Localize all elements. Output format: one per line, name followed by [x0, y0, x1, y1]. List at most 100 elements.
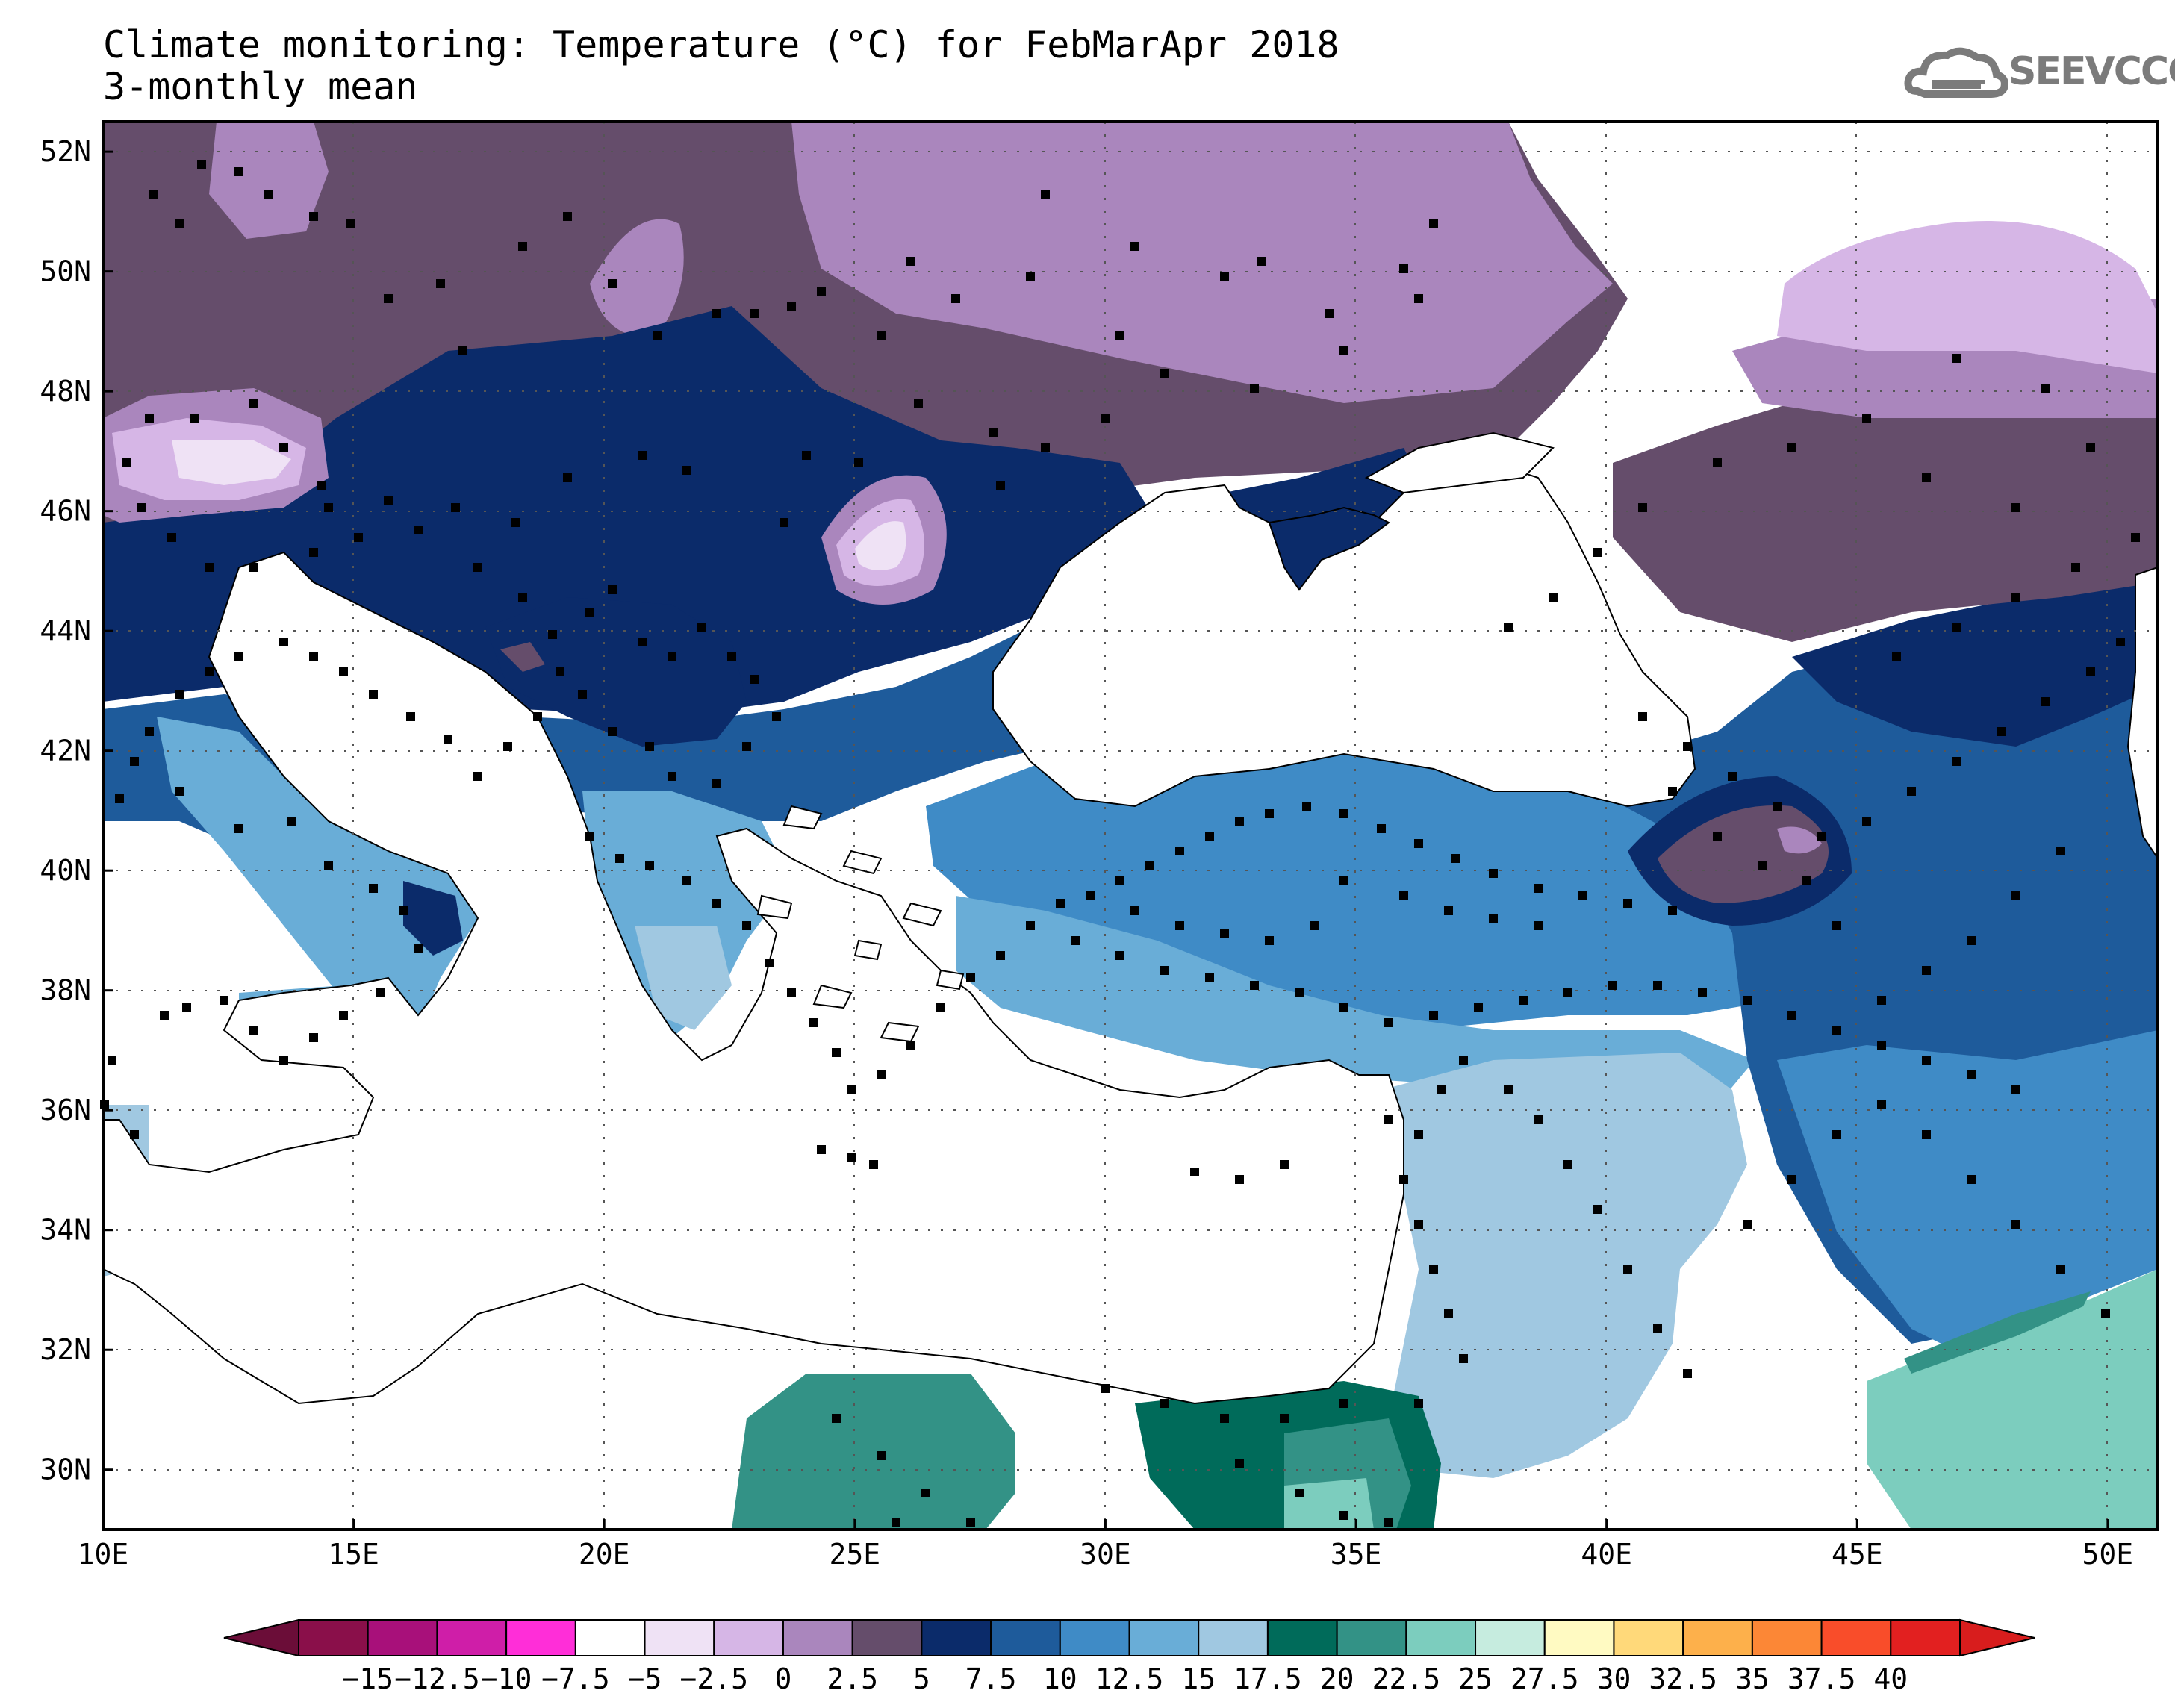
- lat-label: 34N: [40, 1214, 91, 1247]
- station-marker: [122, 458, 131, 467]
- station-marker: [279, 638, 288, 646]
- station-marker: [145, 727, 154, 736]
- station-marker: [1997, 727, 2006, 736]
- station-marker: [1683, 742, 1692, 751]
- station-marker: [1862, 817, 1871, 826]
- zone-m5-romania: [855, 521, 906, 570]
- longitude-labels: 10E 15E 20E 25E 30E 35E 40E 45E 50E: [78, 1519, 2133, 1571]
- lon-label: 30E: [1080, 1538, 1131, 1571]
- station-marker: [727, 652, 736, 661]
- station-marker: [137, 503, 146, 512]
- station-marker: [668, 772, 676, 781]
- station-marker: [906, 1041, 915, 1050]
- station-marker: [324, 503, 333, 512]
- station-marker: [1235, 1459, 1244, 1468]
- station-marker: [167, 533, 176, 542]
- station-marker: [1265, 809, 1274, 818]
- station-marker: [772, 712, 781, 721]
- station-marker: [2116, 638, 2125, 646]
- station-marker: [1534, 1115, 1543, 1124]
- station-marker: [451, 503, 460, 512]
- station-marker: [1175, 921, 1184, 930]
- zone-22-gulf: [1867, 1269, 2158, 1530]
- zone-5-caucasus: [1792, 575, 2158, 747]
- black-sea: [992, 461, 1696, 808]
- station-marker: [1743, 1220, 1752, 1229]
- station-marker: [1713, 832, 1722, 841]
- station-marker: [2071, 563, 2080, 572]
- station-marker: [1235, 1175, 1244, 1184]
- lat-label: 42N: [40, 735, 91, 767]
- lon-label: 20E: [579, 1538, 630, 1571]
- station-marker: [712, 779, 721, 788]
- station-marker: [205, 563, 214, 572]
- station-marker: [645, 861, 654, 870]
- zone-15-levant: [1381, 1053, 1747, 1478]
- zone-m5-austria: [172, 440, 291, 485]
- station-marker: [615, 854, 624, 863]
- station-marker: [1743, 996, 1752, 1005]
- colorbar-box: [1890, 1619, 1961, 1656]
- colorbar-label: 20: [1320, 1662, 1354, 1695]
- station-marker: [1758, 861, 1767, 870]
- station-marker: [1578, 891, 1587, 900]
- station-marker: [1967, 936, 1976, 945]
- station-marker: [556, 667, 564, 676]
- station-marker: [2011, 891, 2020, 900]
- station-marker: [750, 309, 759, 318]
- station-marker: [1257, 257, 1266, 266]
- station-marker: [996, 481, 1005, 490]
- station-marker: [145, 414, 154, 423]
- colorbar-box: [782, 1619, 853, 1656]
- station-marker: [1302, 802, 1311, 811]
- station-marker: [1534, 884, 1543, 893]
- station-marker: [354, 533, 363, 542]
- colorbar-box: [1751, 1619, 1823, 1656]
- station-marker: [205, 667, 214, 676]
- station-marker: [2011, 1220, 2020, 1229]
- colorbar-box: [644, 1619, 715, 1656]
- station-marker: [369, 884, 378, 893]
- station-marker: [384, 496, 393, 505]
- station-marker: [1377, 824, 1386, 833]
- station-marker: [1623, 899, 1632, 908]
- colorbar-box: [1198, 1619, 1269, 1656]
- station-marker: [1967, 1175, 1976, 1184]
- station-marker: [1384, 1018, 1393, 1027]
- station-marker: [249, 399, 258, 408]
- station-marker: [2011, 593, 2020, 602]
- station-marker: [1563, 988, 1572, 997]
- station-marker: [1787, 1175, 1796, 1184]
- station-marker: [1041, 443, 1050, 452]
- station-marker: [518, 242, 527, 251]
- station-marker: [2086, 667, 2095, 676]
- station-marker: [578, 690, 587, 699]
- station-marker: [249, 563, 258, 572]
- zone-22-sinai: [1284, 1478, 1374, 1530]
- station-marker: [1832, 921, 1841, 930]
- colorbar-box: [367, 1619, 438, 1656]
- station-marker: [2041, 697, 2050, 706]
- colorbar-label: 17.5: [1233, 1662, 1302, 1695]
- station-marker: [1265, 936, 1274, 945]
- colorbar-label: 2.5: [827, 1662, 878, 1695]
- station-marker: [1220, 272, 1229, 281]
- station-marker: [1967, 1070, 1976, 1079]
- station-marker: [1429, 1265, 1438, 1274]
- station-marker: [914, 399, 923, 408]
- colorbar-box: [298, 1619, 369, 1656]
- zone-2-5-serbia: [500, 642, 545, 672]
- station-marker: [1250, 384, 1259, 393]
- station-marker: [638, 638, 647, 646]
- station-marker: [1101, 414, 1110, 423]
- station-marker: [1115, 876, 1124, 885]
- station-marker: [742, 742, 751, 751]
- station-marker: [130, 757, 139, 766]
- zone-0-nw: [209, 122, 329, 239]
- station-marker: [190, 414, 199, 423]
- station-marker: [1175, 847, 1184, 855]
- colorbar-label: 27.5: [1510, 1662, 1579, 1695]
- station-marker: [503, 742, 512, 751]
